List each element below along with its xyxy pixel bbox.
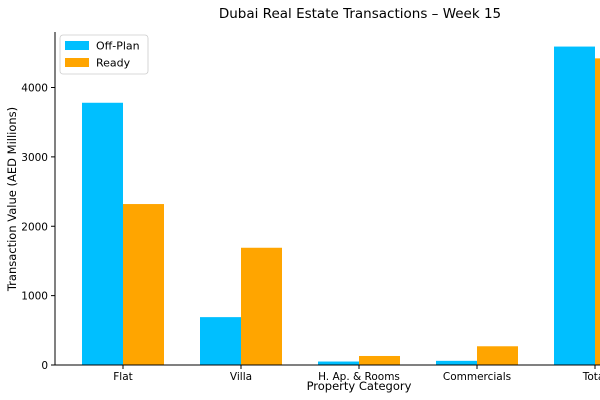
x-tick-label-flat: Flat — [113, 371, 133, 383]
x-axis-label: Property Category — [307, 379, 412, 393]
bar-ready-villa — [241, 247, 282, 365]
x-ticks: Flat Villa H. Ap. & Rooms Commercials Total — [113, 365, 600, 383]
legend-label-off-plan: Off-Plan — [96, 40, 140, 53]
legend-label-ready: Ready — [96, 57, 131, 70]
bars-group — [82, 46, 600, 366]
y-tick-label-3000: 3000 — [21, 152, 48, 164]
bar-off-plan-commercials — [436, 360, 477, 365]
legend-swatch-off-plan — [65, 41, 89, 50]
bar-ready-h-ap-rooms — [359, 355, 400, 365]
y-axis-label: Transaction Value (AED Millions) — [5, 107, 19, 292]
y-tick-label-2000: 2000 — [21, 221, 48, 233]
x-tick-label-h-ap-rooms: H. Ap. & Rooms — [318, 371, 400, 383]
bar-ready-commercials — [477, 346, 518, 365]
y-ticks: 0 1000 2000 3000 4000 — [21, 83, 55, 372]
legend: Off-Plan Ready — [59, 34, 149, 75]
x-tick-label-villa: Villa — [230, 371, 252, 383]
y-tick-label-0: 0 — [41, 360, 48, 372]
bar-off-plan-flat — [82, 102, 123, 365]
bar-ready-total — [595, 58, 600, 366]
bar-ready-flat — [123, 204, 164, 365]
y-tick-label-1000: 1000 — [21, 291, 48, 303]
x-tick-label-commercials: Commercials — [443, 371, 511, 383]
legend-swatch-ready — [65, 58, 89, 67]
y-tick-label-4000: 4000 — [21, 83, 48, 95]
bar-off-plan-total — [554, 46, 595, 365]
bar-off-plan-villa — [200, 317, 241, 365]
chart-title: Dubai Real Estate Transactions – Week 15 — [219, 6, 501, 22]
x-tick-label-total: Total — [582, 371, 600, 383]
bar-off-plan-h-ap-rooms — [318, 361, 359, 365]
